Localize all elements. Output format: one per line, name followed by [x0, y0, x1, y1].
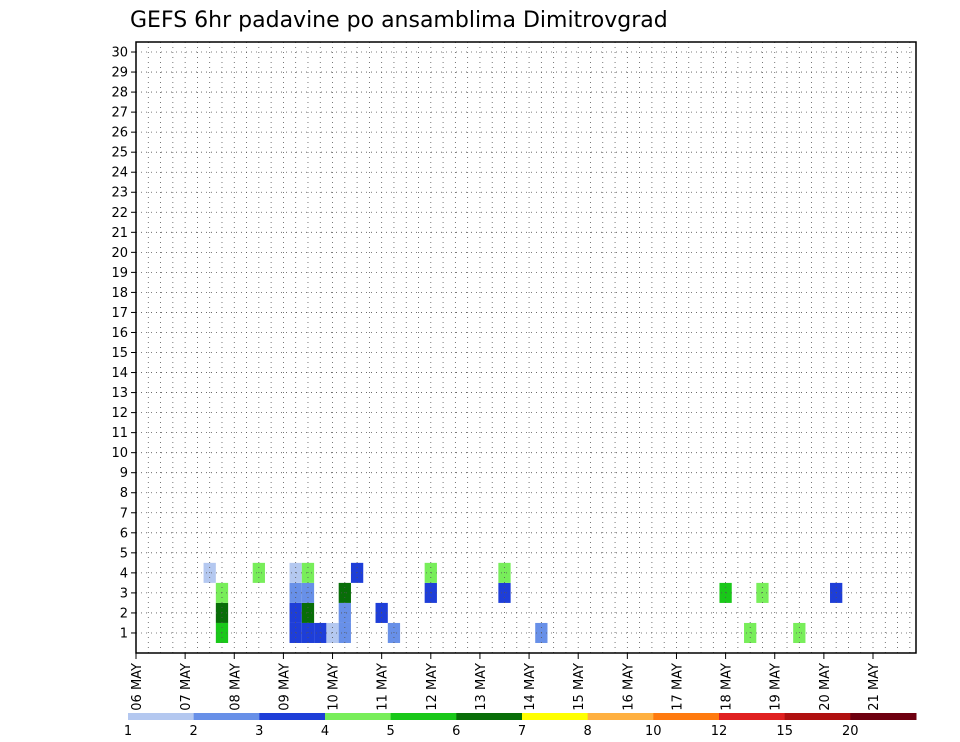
colorbar-label: 5	[387, 724, 395, 739]
colorbar-label: 10	[645, 724, 662, 739]
colorbar-segment	[653, 713, 720, 720]
x-tick-label: 13 MAY	[474, 663, 489, 711]
x-tick-label: 17 MAY	[671, 663, 686, 711]
y-tick-label: 16	[111, 326, 128, 341]
y-tick-label: 3	[120, 586, 128, 601]
x-tick-label: 15 MAY	[572, 663, 587, 711]
x-tick-label: 20 MAY	[818, 663, 833, 711]
x-tick-label: 10 MAY	[327, 663, 342, 711]
colorbar-label: 12	[711, 724, 728, 739]
colorbar-segment	[390, 713, 457, 720]
colorbar-segment	[522, 713, 589, 720]
y-axis-ticks: 1234567891011121314151617181920212223242…	[111, 46, 136, 641]
y-tick-label: 25	[111, 146, 128, 161]
x-tick-label: 18 MAY	[720, 663, 735, 711]
y-tick-label: 13	[111, 386, 128, 401]
x-tick-label: 14 MAY	[523, 663, 538, 711]
x-tick-label: 06 MAY	[130, 663, 145, 711]
y-tick-label: 9	[120, 466, 128, 481]
colorbar-label: 2	[190, 724, 198, 739]
x-tick-label: 07 MAY	[179, 663, 194, 711]
y-tick-label: 4	[120, 566, 128, 581]
y-tick-label: 22	[111, 206, 128, 221]
x-tick-label: 16 MAY	[621, 663, 636, 711]
y-tick-label: 5	[120, 546, 128, 561]
colorbar-segment	[456, 713, 523, 720]
y-tick-label: 14	[111, 366, 128, 381]
heatmap-cells	[203, 562, 843, 643]
y-tick-label: 12	[111, 406, 128, 421]
chart-title: GEFS 6hr padavine po ansamblima Dimitrov…	[130, 8, 668, 33]
y-tick-label: 29	[111, 66, 128, 81]
y-tick-label: 18	[111, 286, 128, 301]
y-tick-label: 10	[111, 446, 128, 461]
colorbar-segment	[587, 713, 654, 720]
x-axis-ticks: 06 MAY 07 MAY 08 MAY 09 MAY 10 MAY 11 MAY 12 M…	[130, 653, 882, 711]
colorbar-label: 4	[321, 724, 329, 739]
colorbar-segment	[850, 713, 917, 720]
colorbar-label: 7	[518, 724, 526, 739]
y-tick-label: 28	[111, 86, 128, 101]
x-tick-label: 12 MAY	[425, 663, 440, 711]
colorbar-segment	[784, 713, 851, 720]
colorbar-segment	[325, 713, 392, 720]
y-tick-label: 11	[111, 426, 128, 441]
dotted-grid	[136, 42, 916, 653]
x-tick-label: 08 MAY	[228, 663, 243, 711]
x-tick-label: 11 MAY	[376, 663, 391, 711]
y-tick-label: 24	[111, 166, 128, 181]
colorbar-label: 1	[124, 724, 132, 739]
colorbar-segment	[128, 713, 195, 720]
y-tick-label: 1	[120, 626, 128, 641]
y-tick-label: 2	[120, 606, 128, 621]
colorbar-segment	[719, 713, 786, 720]
y-tick-label: 23	[111, 186, 128, 201]
colorbar-segment	[259, 713, 326, 720]
colorbar-label: 3	[255, 724, 263, 739]
colorbar-label: 15	[776, 724, 793, 739]
y-tick-label: 30	[111, 46, 128, 61]
colorbar-label: 20	[842, 724, 859, 739]
colorbar-label: 8	[584, 724, 592, 739]
y-tick-label: 26	[111, 126, 128, 141]
y-tick-label: 15	[111, 346, 128, 361]
y-tick-label: 19	[111, 266, 128, 281]
colorbar-segment	[193, 713, 260, 720]
x-tick-label: 19 MAY	[769, 663, 784, 711]
x-tick-label: 09 MAY	[277, 663, 292, 711]
y-tick-label: 6	[120, 526, 128, 541]
y-tick-label: 17	[111, 306, 128, 321]
y-tick-label: 27	[111, 106, 128, 121]
y-tick-label: 8	[120, 486, 128, 501]
colorbar-label: 6	[452, 724, 460, 739]
y-tick-label: 7	[120, 506, 128, 521]
x-tick-label: 21 MAY	[867, 663, 882, 711]
colorbar: 1 2 3 4 5 6 7 8 10 12 15 20	[124, 713, 917, 739]
y-tick-label: 20	[111, 246, 128, 261]
y-tick-label: 21	[111, 226, 128, 241]
plot-frame	[135, 41, 917, 654]
